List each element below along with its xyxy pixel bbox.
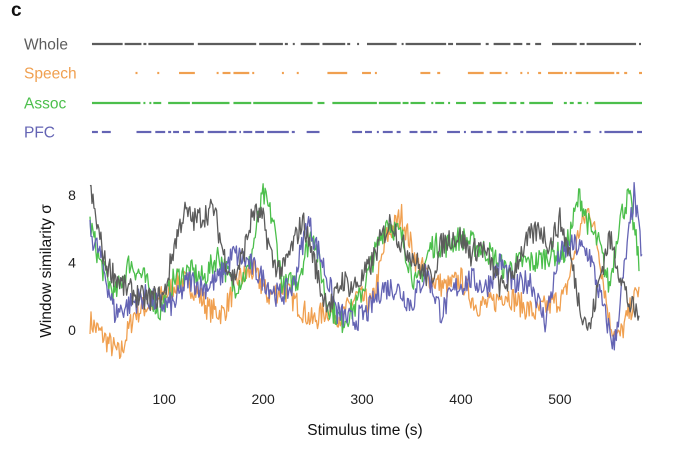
- line-series: [90, 183, 642, 359]
- raster-label-assoc: Assoc: [24, 96, 66, 113]
- y-axis-label: Window similarity σ: [38, 204, 55, 338]
- raster-label-whole: Whole: [24, 37, 68, 54]
- x-axis-label: Stimulus time (s): [307, 422, 422, 439]
- y-tick-label: 4: [68, 254, 76, 270]
- y-tick-label: 0: [68, 322, 76, 338]
- x-tick-label: 100: [153, 391, 177, 407]
- raster-label-pfc: PFC: [24, 125, 55, 142]
- y-tick-label: 8: [68, 187, 76, 203]
- x-tick-label: 200: [251, 391, 275, 407]
- raster-label-speech: Speech: [24, 66, 77, 83]
- x-tick-label: 400: [449, 391, 473, 407]
- raster-rows: Whole Speech Assoc PFC: [24, 37, 642, 142]
- x-tick-label: 500: [548, 391, 572, 407]
- x-tick-label: 300: [350, 391, 374, 407]
